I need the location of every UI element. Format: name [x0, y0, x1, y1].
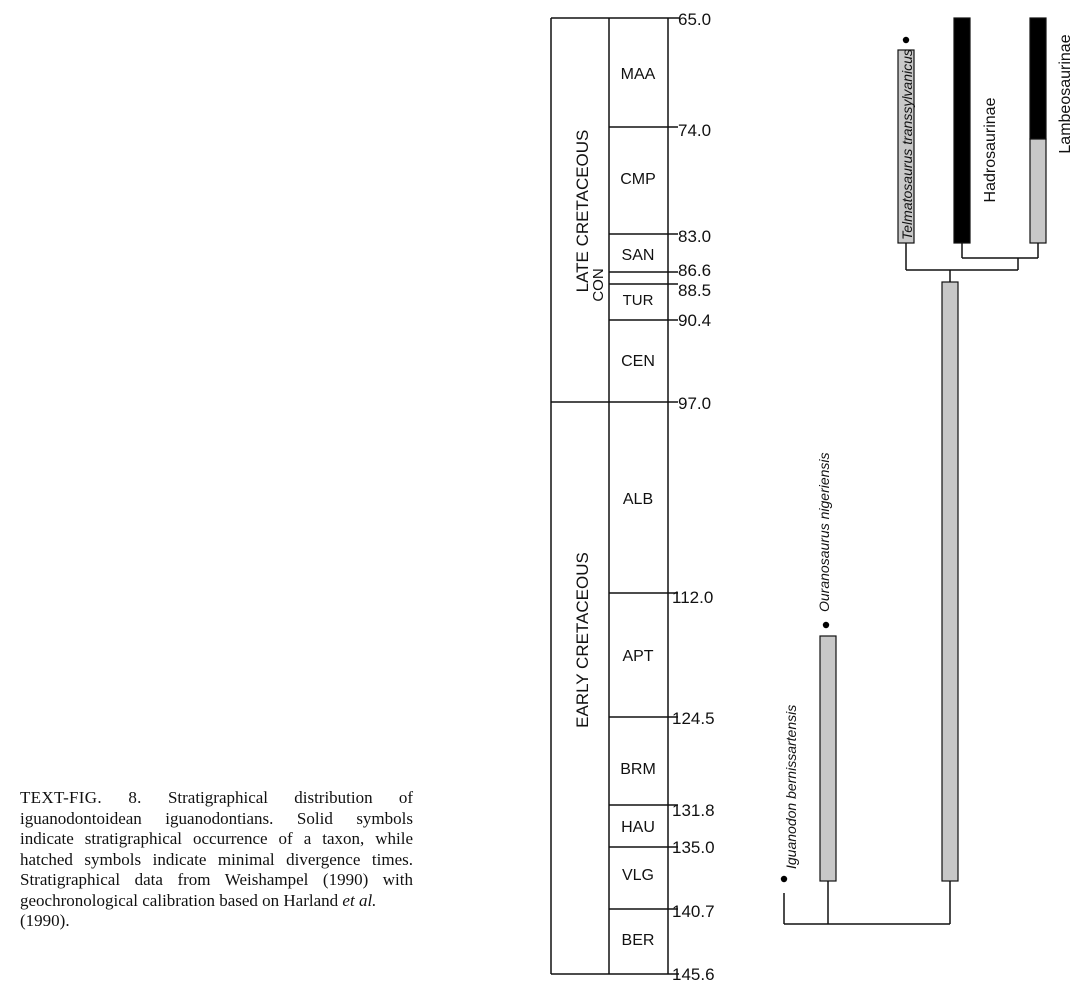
occurrence-dot-telmatosaurus	[902, 36, 910, 44]
stage-tur: TUR	[623, 292, 654, 309]
clade-hadrosaurinae: Hadrosaurinae	[982, 97, 999, 202]
taxon-ouranosaurus: Ouranosaurus nigeriensis	[816, 452, 832, 612]
stage-con: CON	[590, 268, 607, 301]
stage-vlg: VLG	[622, 867, 654, 884]
stage-alb: ALB	[623, 491, 653, 508]
age-124-5: 124.5	[672, 709, 715, 728]
range-bar-ouranosaurus-hatched	[819, 635, 837, 882]
caption-etal: et al.	[342, 890, 377, 910]
caption-body: Stratigraphical distribution of iguanodo…	[20, 788, 413, 910]
age-88-5: 88.5	[678, 281, 711, 300]
range-bar-telmatosaurus-hatched	[897, 49, 915, 244]
age-145-6: 145.6	[672, 965, 715, 984]
clade-lambeosaurinae: Lambeosaurinae	[1057, 34, 1074, 153]
timescale: LATE CRETACEOUS EARLY CRETACEOUS MAA CMP…	[550, 10, 715, 984]
age-65-0: 65.0	[678, 10, 711, 29]
age-86-6: 86.6	[678, 261, 711, 280]
occurrence-dot-iguanodon	[780, 875, 788, 883]
stage-brm: BRM	[620, 761, 656, 778]
age-83-0: 83.0	[678, 227, 711, 246]
age-135-0: 135.0	[672, 838, 715, 857]
caption-label: TEXT-FIG. 8.	[20, 788, 142, 807]
epoch-late-cretaceous: LATE CRETACEOUS	[573, 130, 592, 293]
stage-san: SAN	[622, 247, 655, 264]
caption-year: (1990).	[20, 911, 70, 930]
age-140-7: 140.7	[672, 902, 715, 921]
stage-hau: HAU	[621, 819, 655, 836]
age-112-0: 112.0	[672, 588, 713, 607]
stage-cmp: CMP	[620, 171, 656, 188]
taxon-telmatosaurus: Telmatosaurus transsylvanicus	[899, 49, 915, 240]
range-bar-hadrosaurinae-solid	[953, 17, 971, 244]
stage-apt: APT	[622, 648, 653, 665]
stage-ber: BER	[622, 932, 655, 949]
range-bar-lambeosaurinae-hatched	[1029, 138, 1047, 244]
range-bar-hadrosaurid-stem-hatched	[941, 281, 959, 882]
taxon-labels: Iguanodon bernissartensis Ouranosaurus n…	[783, 34, 1074, 869]
age-131-8: 131.8	[672, 801, 715, 820]
age-90-4: 90.4	[678, 311, 711, 330]
range-bars	[780, 17, 1047, 883]
stage-maa: MAA	[621, 66, 656, 83]
figure-caption: TEXT-FIG. 8. Stratigraphical distributio…	[20, 788, 413, 932]
range-bar-lambeosaurinae-solid	[1029, 17, 1047, 140]
cladogram	[783, 243, 1039, 925]
taxon-iguanodon: Iguanodon bernissartensis	[783, 705, 799, 869]
age-97-0: 97.0	[678, 394, 711, 413]
age-74-0: 74.0	[678, 121, 711, 140]
stage-cen: CEN	[621, 353, 655, 370]
occurrence-dot-ouranosaurus	[822, 621, 830, 629]
epoch-early-cretaceous: EARLY CRETACEOUS	[573, 552, 592, 728]
